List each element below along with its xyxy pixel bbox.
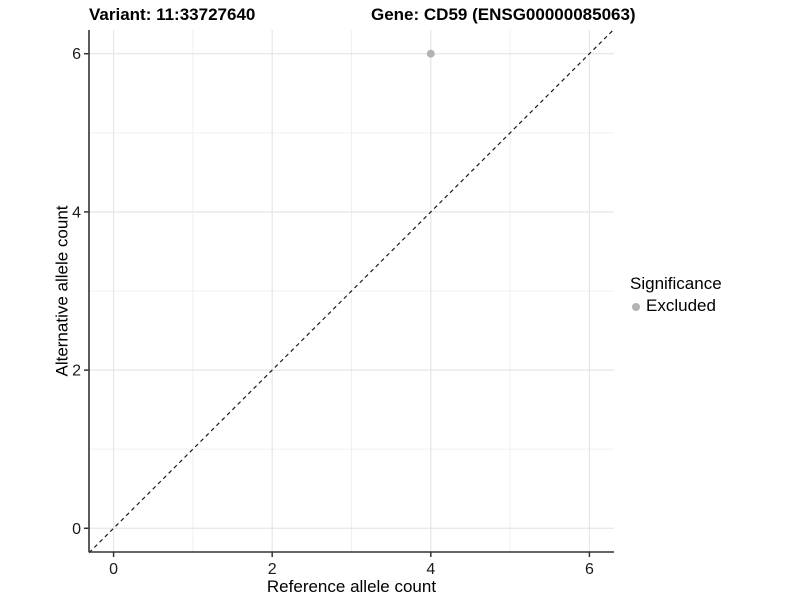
x-tick-label: 4: [426, 561, 435, 578]
gene-title: Gene: CD59 (ENSG00000085063): [371, 5, 636, 24]
y-axis-title: Alternative allele count: [52, 205, 72, 377]
y-tick-label: 6: [72, 46, 81, 63]
legend: Significance Excluded: [630, 274, 722, 317]
x-axis-title: Reference allele count: [266, 577, 437, 596]
variant-title: Variant: 11:33727640: [89, 5, 256, 24]
y-tick-label: 2: [72, 363, 81, 380]
y-tick-label: 4: [72, 204, 81, 221]
x-tick-label: 0: [109, 561, 118, 578]
y-tick-label: 0: [72, 521, 81, 538]
excluded-point-icon: [632, 302, 640, 311]
data-point: [426, 49, 435, 58]
legend-item-excluded: Excluded: [630, 296, 722, 316]
legend-item-label: Excluded: [646, 296, 716, 316]
identity-line: [88, 28, 615, 554]
legend-title: Significance: [630, 274, 722, 293]
x-tick-label: 2: [268, 561, 277, 578]
x-tick-label: 6: [585, 561, 594, 578]
